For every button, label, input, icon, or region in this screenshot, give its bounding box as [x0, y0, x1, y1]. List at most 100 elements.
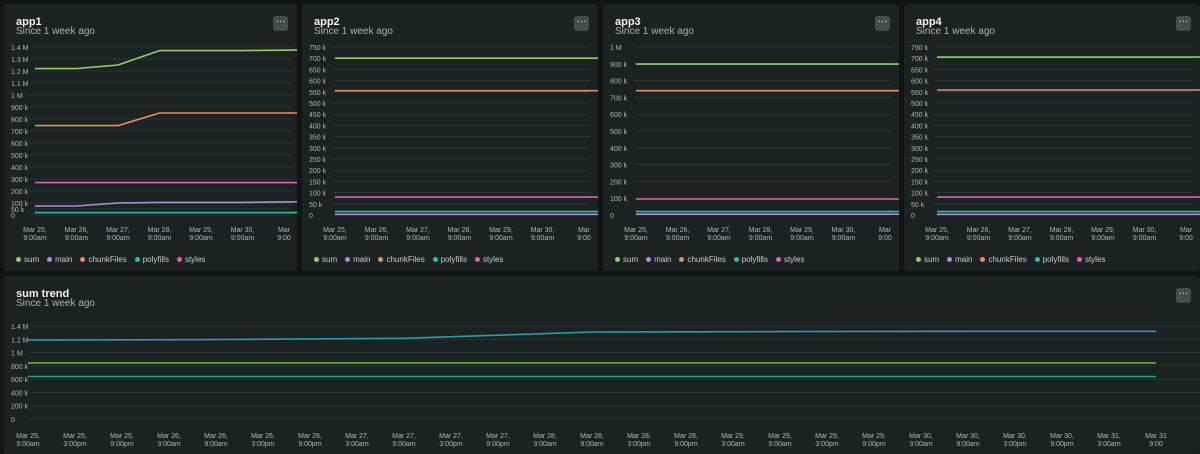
x-tick-label: Mar 28, 9:00am	[1050, 227, 1074, 242]
more-options-button[interactable]: ···	[875, 16, 890, 31]
legend-item-styles[interactable]: styles	[775, 255, 805, 264]
x-tick-label: Mar 26, 9:00am	[204, 433, 228, 448]
chart-legend: sum main chunkFiles polyfills styles	[916, 255, 1105, 264]
legend-item-polyfills[interactable]: polyfills	[134, 255, 169, 264]
y-tick-label: 600 k	[11, 141, 29, 148]
panel-title: app2	[314, 16, 340, 28]
line-chart: 0 50 k 100 k 150 k 200 k 250 k 300 k 350 k 400 k…	[911, 45, 1200, 242]
y-tick-label: 1.4 M	[11, 324, 29, 331]
x-tick-label: Mar 30, 9:00am	[231, 227, 255, 242]
x-tick-label: Mar 9:00	[277, 227, 291, 242]
legend-dot-icon	[615, 257, 620, 262]
legend-label: sum	[924, 255, 940, 264]
legend-item-polyfills[interactable]: polyfills	[1034, 255, 1069, 264]
y-tick-label: 250 k	[911, 157, 929, 164]
x-tick-label: Mar 28, 9:00am	[148, 227, 172, 242]
legend-label: styles	[783, 255, 805, 264]
legend-item-chunkFiles[interactable]: chunkFiles	[378, 255, 425, 264]
x-tick-label: Mar 29, 3:00pm	[815, 433, 839, 448]
y-tick-label: 800 k	[11, 117, 29, 124]
legend-item-chunkFiles[interactable]: chunkFiles	[80, 255, 127, 264]
legend-label: main	[353, 255, 371, 264]
legend-dot-icon	[314, 257, 319, 262]
panel-title: app3	[615, 16, 641, 28]
legend-item-styles[interactable]: styles	[176, 255, 205, 264]
y-tick-label: 100 k	[309, 191, 327, 198]
y-tick-label: 500 k	[11, 153, 29, 160]
x-tick-label: Mar 30, 9:00am	[531, 227, 555, 242]
x-tick-label: Mar 25, 3:00pm	[63, 433, 87, 448]
y-tick-label: 400 k	[911, 123, 929, 130]
legend-label: main	[654, 255, 672, 264]
legend-item-main[interactable]: main	[947, 255, 972, 264]
y-tick-label: 200 k	[11, 189, 29, 196]
panel-subtitle: Since 1 week ago	[916, 26, 995, 37]
x-tick-label: Mar 28, 9:00am	[448, 227, 472, 242]
line-chart: 0 100 k 200 k 300 k 400 k 500 k 600 k 700 k 800 …	[610, 45, 899, 242]
y-tick-label: 900 k	[610, 62, 628, 69]
legend-label: styles	[1084, 255, 1106, 264]
legend-label: sum	[623, 255, 639, 264]
more-options-button[interactable]: ···	[1176, 288, 1191, 303]
y-tick-label: 650 k	[309, 67, 327, 74]
series-line-chunkFiles[interactable]	[35, 112, 297, 127]
panel-subtitle: Since 1 week ago	[16, 298, 95, 309]
legend-item-main[interactable]: main	[646, 255, 671, 264]
legend-dot-icon	[474, 257, 480, 262]
y-tick-label: 1.3 M	[11, 57, 29, 64]
more-options-button[interactable]: ···	[574, 16, 589, 31]
y-tick-label: 100 k	[610, 196, 628, 203]
legend-item-styles[interactable]: styles	[1076, 255, 1106, 264]
x-tick-label: Mar 25, 9:00am	[323, 227, 347, 242]
y-tick-label: 550 k	[911, 90, 929, 97]
legend-item-polyfills[interactable]: polyfills	[432, 255, 467, 264]
y-tick-label: 500 k	[309, 101, 327, 108]
y-tick-label: 1 M	[11, 93, 23, 100]
y-tick-label: 600 k	[11, 377, 29, 384]
line-chart: 0 50 k 100 k 150 k 200 k 250 k 300 k 350 k 400 k…	[309, 45, 598, 242]
x-tick-label: Mar 28, 9:00pm	[674, 433, 698, 448]
y-tick-label: 150 k	[911, 179, 929, 186]
legend-item-chunkFiles[interactable]: chunkFiles	[980, 255, 1027, 264]
y-tick-label: 250 k	[309, 157, 327, 164]
legend-item-sum[interactable]: sum	[615, 255, 638, 264]
legend-item-polyfills[interactable]: polyfills	[733, 255, 768, 264]
x-tick-label: Mar 28, 9:00am	[580, 433, 604, 448]
y-tick-label: 0	[11, 417, 15, 424]
series-line-main[interactable]	[35, 201, 297, 207]
y-tick-label: 1 M	[610, 45, 622, 52]
x-tick-label: Mar 26, 9:00pm	[298, 433, 322, 448]
legend-label: polyfills	[440, 255, 467, 264]
legend-item-sum[interactable]: sum	[314, 255, 337, 264]
more-options-button[interactable]: ···	[273, 16, 288, 31]
legend-item-chunkFiles[interactable]: chunkFiles	[679, 255, 726, 264]
legend-label: polyfills	[1042, 255, 1069, 264]
y-tick-label: 0	[610, 213, 614, 220]
y-tick-label: 550 k	[309, 90, 327, 97]
y-tick-label: 200 k	[11, 404, 29, 411]
y-tick-label: 600 k	[911, 79, 929, 86]
y-tick-label: 400 k	[11, 390, 29, 397]
legend-item-sum[interactable]: sum	[916, 255, 939, 264]
y-tick-label: 1.2 M	[11, 337, 29, 344]
legend-dot-icon	[775, 257, 781, 262]
more-options-button[interactable]: ···	[1176, 16, 1191, 31]
legend-item-main[interactable]: main	[47, 255, 72, 264]
legend-item-styles[interactable]: styles	[474, 255, 503, 264]
legend-label: chunkFiles	[88, 255, 127, 264]
x-tick-label: Mar 26, 3:00am	[157, 433, 181, 448]
y-tick-label: 200 k	[610, 179, 628, 186]
panel-title: app1	[16, 16, 42, 28]
legend-label: main	[55, 255, 73, 264]
series-line-sum[interactable]	[35, 49, 297, 70]
legend-dot-icon	[80, 257, 86, 262]
legend-item-main[interactable]: main	[345, 255, 370, 264]
y-tick-label: 700 k	[11, 129, 29, 136]
series-line-trend_high[interactable]	[27, 330, 1156, 341]
line-chart: 0 200 k 400 k 600 k 800 k 1 M 1.2 M 1.4 M Mar 25…	[11, 324, 1200, 448]
chart-panel-app1: 0 50 k 100 k 200 k 300 k 400 k 500 k 600 k 700 k…	[4, 4, 297, 271]
x-tick-label: Mar 27, 9:00am	[1008, 227, 1032, 242]
y-tick-label: 900 k	[11, 105, 29, 112]
y-tick-label: 800 k	[11, 364, 29, 371]
legend-item-sum[interactable]: sum	[16, 255, 39, 264]
